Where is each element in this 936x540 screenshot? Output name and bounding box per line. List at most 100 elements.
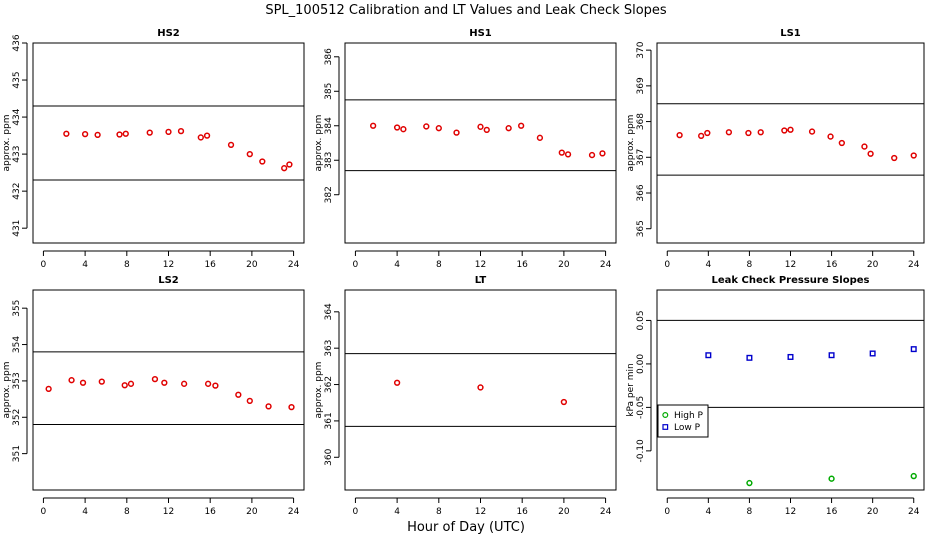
panel-title: HS1	[469, 28, 492, 39]
x-tick-label: 8	[747, 260, 753, 270]
y-tick-label: 433	[12, 146, 22, 163]
data-point	[861, 143, 868, 150]
data-point	[400, 126, 407, 133]
data-point	[265, 403, 272, 410]
data-point	[45, 385, 52, 393]
data-point	[808, 128, 816, 135]
y-tick-label: 369	[636, 77, 646, 94]
x-axis-label: Hour of Day (UTC)	[407, 520, 525, 535]
y-tick-label: 431	[12, 220, 22, 237]
x-tick-label: 12	[785, 507, 796, 517]
y-tick-label: 363	[324, 340, 334, 357]
y-tick-label: 370	[636, 41, 646, 58]
data-point	[704, 129, 711, 137]
data-point	[838, 139, 845, 147]
data-point	[757, 129, 764, 136]
x-tick-label: 16	[516, 260, 528, 270]
y-tick-label: 0.05	[636, 310, 646, 330]
x-tick-label: 20	[867, 507, 879, 517]
y-tick-label: 382	[324, 186, 334, 203]
data-point	[146, 129, 153, 136]
y-tick-label: -0.10	[636, 439, 646, 463]
y-axis-label: kPa per min	[626, 363, 636, 416]
x-tick-label: 0	[41, 507, 47, 517]
x-tick-label: 16	[204, 260, 216, 270]
data-point	[369, 122, 377, 129]
y-tick-label: 364	[324, 303, 334, 320]
panel-2: HS1 approx. ppm 0 4 8 12 16 20 24 382 383 384 385 386	[314, 28, 617, 270]
data-point	[63, 130, 70, 137]
x-tick-label: 12	[475, 260, 486, 270]
data-point	[259, 158, 266, 165]
data-point	[746, 479, 753, 487]
data-point	[127, 380, 135, 387]
data-point	[435, 125, 442, 132]
plot-frame	[32, 289, 305, 491]
plot-frame	[344, 42, 617, 244]
data-point	[505, 125, 512, 132]
data-point	[867, 150, 874, 157]
x-tick-label: 4	[705, 260, 711, 270]
data-point	[910, 152, 917, 159]
y-tick-label: -0.05	[636, 396, 646, 419]
data-point	[828, 352, 835, 359]
data-point	[122, 130, 129, 137]
data-point	[477, 123, 484, 130]
y-tick-label: 360	[324, 448, 334, 465]
panel-5: LT approx. ppm 0 4 8 12 16 20 24 360 361 362 363 364	[314, 275, 617, 517]
data-point	[910, 472, 917, 480]
y-tick-label: 434	[12, 108, 22, 125]
x-tick-label: 16	[204, 507, 216, 517]
y-axis-label: approx. ppm	[2, 362, 12, 419]
figure-title: SPL_100512 Calibration and LT Values and…	[265, 3, 667, 18]
y-axis-label: approx. ppm	[314, 362, 324, 419]
panel-3: LS1 approx. ppm 0 4 8 12 16 20 24 365 366 367 368 369…	[626, 28, 925, 270]
x-tick-label: 24	[908, 507, 920, 517]
data-point	[161, 379, 168, 386]
x-tick-label: 8	[124, 507, 130, 517]
data-point	[746, 354, 753, 361]
x-tick-label: 4	[82, 260, 88, 270]
data-point	[212, 382, 219, 389]
data-point	[781, 127, 788, 134]
panel-title: LT	[475, 275, 487, 286]
data-point	[705, 352, 712, 359]
data-point	[745, 129, 752, 137]
x-tick-label: 4	[394, 260, 400, 270]
data-point	[891, 154, 898, 162]
panel-title: HS2	[157, 28, 180, 39]
x-tick-label: 8	[436, 260, 442, 270]
x-tick-label: 12	[163, 507, 174, 517]
y-tick-label: 368	[636, 113, 646, 130]
data-point	[423, 123, 430, 130]
panel-1: HS2 approx. ppm 0 4 8 12 16 20 24 431 432 433 434 435…	[2, 28, 305, 270]
data-point	[246, 150, 253, 158]
x-tick-label: 24	[288, 507, 300, 517]
legend-label: High P	[674, 411, 704, 421]
x-tick-label: 20	[246, 507, 258, 517]
data-point	[588, 151, 596, 159]
data-point	[286, 161, 293, 168]
plot-frame	[656, 42, 925, 244]
y-tick-label: 352	[12, 409, 22, 426]
x-tick-label: 4	[394, 507, 400, 517]
y-tick-label: 436	[12, 34, 22, 51]
x-tick-label: 4	[705, 507, 711, 517]
x-tick-label: 24	[288, 260, 300, 270]
data-point	[393, 379, 401, 386]
x-tick-label: 8	[124, 260, 130, 270]
data-point	[787, 126, 794, 133]
plot-frame	[344, 289, 617, 491]
x-tick-label: 24	[600, 260, 612, 270]
x-tick-label: 0	[41, 260, 47, 270]
data-point	[393, 124, 401, 131]
x-tick-label: 0	[664, 260, 670, 270]
plot-frame	[656, 289, 925, 491]
data-point	[227, 141, 235, 149]
panel-title: Leak Check Pressure Slopes	[712, 275, 870, 286]
y-tick-label: 355	[12, 300, 22, 317]
panel-title: LS2	[158, 275, 179, 286]
data-point	[564, 151, 572, 158]
